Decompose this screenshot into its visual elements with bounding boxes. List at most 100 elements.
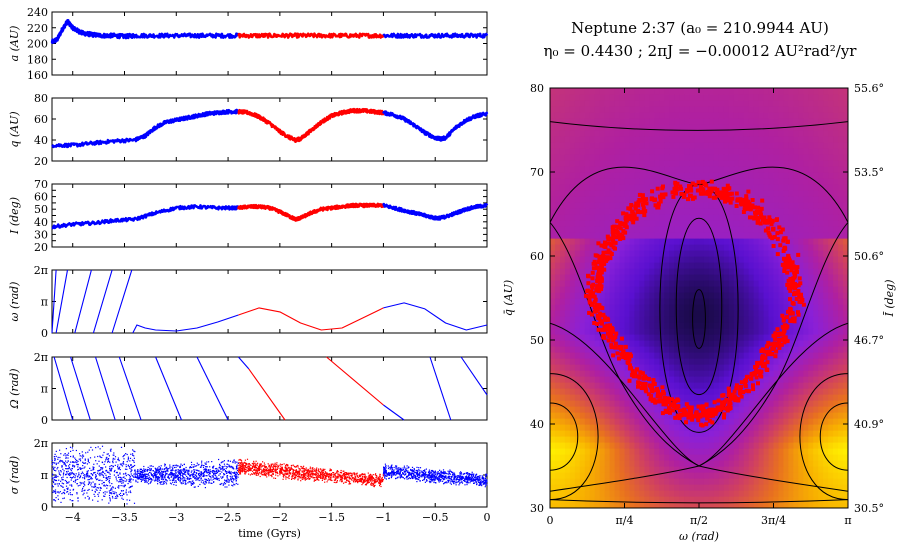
scatter-point (484, 478, 486, 480)
scatter-point (436, 478, 438, 480)
scatter-point (214, 477, 216, 479)
heat-cell (569, 484, 576, 491)
scatter-point (72, 449, 74, 451)
scatter-point (182, 469, 184, 471)
heat-cell (589, 448, 596, 455)
scatter-point (321, 473, 323, 475)
scatter-point (206, 475, 208, 477)
scatter-point (55, 470, 57, 472)
scatter-point (87, 474, 89, 476)
scatter-point (59, 456, 61, 459)
scatter-point (349, 483, 352, 485)
heat-cell (798, 412, 804, 419)
scatter-point (284, 471, 286, 473)
scatter-point (197, 485, 199, 487)
scatter-point (301, 477, 304, 479)
scatter-point (345, 473, 347, 475)
scatter-point (293, 473, 295, 476)
scatter-point (265, 468, 268, 470)
heat-cell (634, 436, 640, 443)
heat-cell (644, 472, 650, 479)
scatter-point (197, 478, 199, 480)
scatter-point (374, 484, 376, 486)
scatter-point (413, 470, 415, 472)
scatter-point (69, 489, 71, 491)
scatter-point (105, 477, 107, 479)
scatter-point (144, 474, 146, 477)
scatter-point (360, 477, 363, 479)
scatter-point (241, 467, 243, 470)
scatter-point (93, 463, 95, 465)
scatter-point (205, 468, 207, 470)
heat-cell (699, 490, 705, 497)
scatter-point (155, 475, 157, 477)
heat-cell (659, 424, 665, 431)
scatter-point (175, 469, 177, 472)
heat-cell (619, 430, 626, 437)
scatter-point (185, 482, 187, 485)
heat-cell (733, 418, 740, 425)
heat-cell (843, 454, 848, 461)
scatter-point (206, 470, 208, 472)
scatter-point (78, 472, 80, 474)
scatter-point (421, 472, 423, 474)
series-line (155, 356, 183, 421)
heat-cell (554, 442, 561, 449)
scatter-point (318, 471, 321, 473)
scatter-point (237, 474, 239, 476)
heat-cell (843, 430, 848, 437)
scatter-point (150, 465, 153, 467)
scatter-point (91, 486, 93, 488)
scatter-point (371, 484, 373, 486)
heat-cell (554, 430, 561, 437)
scatter-point (64, 453, 66, 455)
scatter-point (131, 459, 134, 461)
heat-cell (629, 424, 636, 431)
heat-cell (619, 454, 626, 461)
scatter-point (467, 472, 469, 474)
scatter-point (229, 465, 231, 467)
scatter-point (237, 468, 239, 470)
scatter-point (127, 458, 129, 460)
heat-cell (773, 478, 780, 485)
scatter-point (459, 479, 461, 481)
scatter-point (387, 467, 390, 470)
heat-cell (728, 484, 735, 491)
heat-cell (843, 466, 848, 473)
scatter-point (315, 474, 317, 476)
heat-cell (674, 424, 680, 431)
scatter-point (148, 478, 151, 480)
heat-cell (699, 496, 705, 503)
scatter-point (128, 474, 131, 476)
scatter-point (430, 479, 432, 481)
scatter-point (57, 456, 59, 458)
scatter-point (460, 473, 462, 475)
scatter-point (410, 469, 412, 472)
scatter-point (374, 479, 376, 481)
heat-cell (723, 490, 730, 497)
scatter-point (171, 469, 173, 471)
scatter-point (432, 480, 434, 482)
scatter-point (264, 464, 266, 466)
heat-cell (614, 490, 621, 497)
scatter-point (275, 472, 277, 474)
heat-cell (758, 412, 765, 419)
heat-cell (679, 448, 685, 455)
scatter-point (161, 475, 163, 477)
heat-cell (713, 478, 720, 485)
scatter-point (459, 482, 461, 485)
scatter-point (162, 471, 164, 473)
scatter-point (412, 477, 414, 480)
scatter-point (82, 487, 84, 489)
scatter-point (342, 475, 344, 477)
heat-cell (664, 490, 670, 497)
scatter-point (236, 465, 238, 467)
heat-cell (708, 478, 715, 485)
scatter-point (214, 468, 217, 470)
heat-cell (803, 442, 809, 449)
scatter-point (169, 467, 171, 469)
scatter-point (229, 466, 231, 468)
scatter-point (322, 478, 324, 480)
heat-cell (828, 424, 834, 431)
scatter-point (155, 477, 157, 479)
